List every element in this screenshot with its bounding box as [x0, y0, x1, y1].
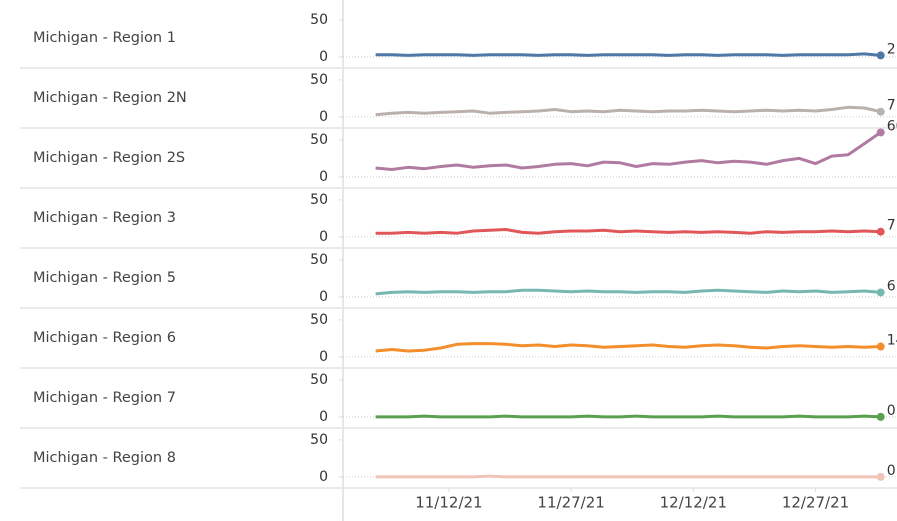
x-tick-label: 12/12/21 — [660, 494, 727, 512]
row-label: Michigan - Region 6 — [33, 330, 176, 346]
row-label: Michigan - Region 2N — [33, 90, 187, 106]
y-tick-label: 50 — [310, 252, 328, 268]
y-tick-label: 0 — [319, 349, 328, 365]
y-tick-label: 0 — [319, 289, 328, 305]
end-label: 60 — [887, 118, 897, 134]
end-point — [876, 227, 885, 236]
y-tick-label: 0 — [319, 169, 328, 185]
row-label: Michigan - Region 3 — [33, 210, 176, 226]
end-label: 0 — [887, 403, 896, 419]
y-tick-label: 0 — [319, 409, 328, 425]
x-tick-label: 11/12/21 — [415, 494, 482, 512]
series-line — [375, 288, 881, 296]
row-label: Michigan - Region 8 — [33, 450, 176, 466]
end-label: 2 — [887, 41, 896, 57]
end-label: 7 — [887, 98, 896, 114]
series-line — [375, 342, 881, 353]
y-tick-label: 50 — [310, 132, 328, 148]
row-label: Michigan - Region 2S — [33, 150, 185, 166]
y-tick-label: 50 — [310, 432, 328, 448]
end-label: 0 — [887, 463, 896, 479]
y-tick-label: 0 — [319, 229, 328, 245]
end-label: 6 — [887, 278, 896, 294]
end-label: 7 — [887, 218, 896, 234]
y-tick-label: 0 — [319, 469, 328, 485]
series-line — [375, 474, 881, 479]
x-tick-label: 11/27/21 — [537, 494, 604, 512]
end-point — [876, 342, 885, 351]
series-line — [375, 228, 881, 235]
y-tick-label: 0 — [319, 109, 328, 125]
end-point — [876, 412, 885, 421]
end-point — [876, 128, 885, 137]
row-label: Michigan - Region 7 — [33, 390, 176, 406]
series-line — [375, 52, 881, 57]
end-point — [876, 288, 885, 297]
row-label: Michigan - Region 1 — [33, 30, 176, 46]
end-point — [876, 51, 885, 60]
x-tick-label: 12/27/21 — [782, 494, 849, 512]
y-tick-label: 50 — [310, 192, 328, 208]
y-tick-label: 50 — [310, 372, 328, 388]
series-line — [375, 414, 881, 419]
end-point — [876, 472, 885, 481]
series-line — [375, 131, 882, 171]
y-tick-label: 0 — [319, 49, 328, 65]
y-tick-label: 50 — [310, 72, 328, 88]
y-tick-label: 50 — [310, 12, 328, 28]
end-point — [876, 107, 885, 116]
row-label: Michigan - Region 5 — [33, 270, 176, 286]
end-label: 14 — [887, 333, 897, 349]
series-line — [375, 105, 882, 117]
y-tick-label: 50 — [310, 312, 328, 328]
